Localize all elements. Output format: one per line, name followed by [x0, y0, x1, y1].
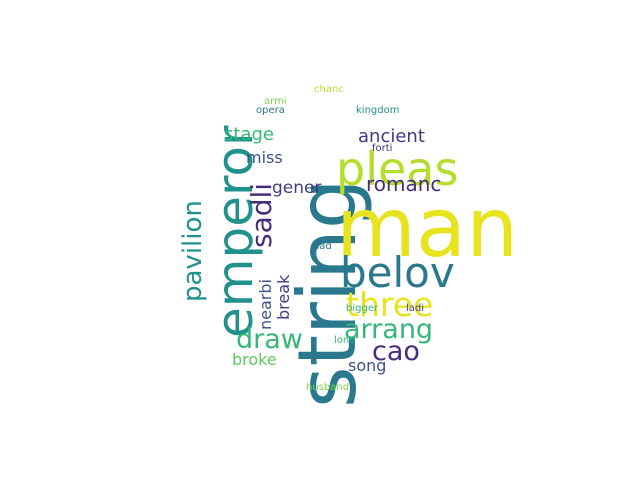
- word-bigger: bigger: [346, 303, 379, 314]
- word-armi: armi: [264, 96, 287, 107]
- word-pleas: pleas: [336, 142, 459, 196]
- word-miss: miss: [246, 148, 283, 167]
- word-husband: husband: [306, 382, 350, 393]
- word-sad: sad: [314, 241, 332, 252]
- word-man: man: [336, 181, 519, 276]
- word-stage: stage: [224, 124, 274, 145]
- word-broke: broke: [232, 350, 277, 369]
- word-belov: belov: [340, 248, 455, 297]
- word-forti: forti: [372, 143, 393, 154]
- word-chanc: chanc: [314, 84, 344, 95]
- word-ladi: ladi: [406, 303, 425, 314]
- word-song: song: [348, 356, 387, 375]
- word-opera: opera: [256, 105, 285, 116]
- word-cao: cao: [372, 336, 420, 367]
- word-gener: gener: [272, 178, 322, 198]
- word-pavilion: pavilion: [178, 200, 208, 302]
- word-kingdom: kingdom: [356, 105, 400, 116]
- word-romanc: romanc: [366, 172, 442, 196]
- word-three: three: [346, 285, 434, 324]
- word-ancient: ancient: [358, 126, 425, 147]
- word-break: break: [274, 274, 293, 320]
- word-arrang: arrang: [344, 314, 434, 345]
- word-nearbi: nearbi: [256, 279, 275, 330]
- word-draw: draw: [236, 324, 303, 355]
- word-lone: lone: [334, 335, 356, 346]
